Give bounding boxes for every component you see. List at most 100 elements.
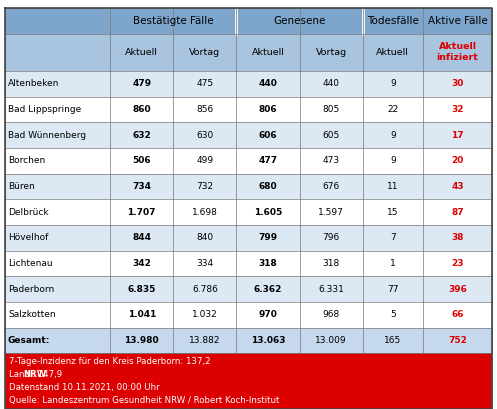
Text: 6.835: 6.835 <box>128 285 156 294</box>
Text: 17: 17 <box>451 130 464 139</box>
Text: 860: 860 <box>133 105 151 114</box>
Bar <box>5 302 492 328</box>
Text: Paderborn: Paderborn <box>8 285 54 294</box>
Text: 87: 87 <box>451 208 464 217</box>
Bar <box>5 353 492 409</box>
Text: 30: 30 <box>451 79 464 88</box>
Text: 440: 440 <box>323 79 339 88</box>
Text: : 147,9: : 147,9 <box>32 370 62 379</box>
Text: Altenbeken: Altenbeken <box>8 79 59 88</box>
Text: 318: 318 <box>323 259 340 268</box>
Text: 1.597: 1.597 <box>318 208 344 217</box>
Text: NRW: NRW <box>23 370 47 379</box>
Text: Datenstand 10.11.2021, 00:00 Uhr: Datenstand 10.11.2021, 00:00 Uhr <box>9 383 160 392</box>
Text: 732: 732 <box>196 182 214 191</box>
Bar <box>5 328 492 353</box>
Text: 806: 806 <box>259 105 277 114</box>
Bar <box>5 34 492 71</box>
Text: 630: 630 <box>196 130 214 139</box>
Text: Aktuell: Aktuell <box>251 48 284 57</box>
Text: Salzkotten: Salzkotten <box>8 310 56 319</box>
Text: 752: 752 <box>448 336 467 345</box>
Text: 7-Tage-Inzidenz für den Kreis Paderborn: 137,2: 7-Tage-Inzidenz für den Kreis Paderborn:… <box>9 357 211 366</box>
Text: 440: 440 <box>258 79 277 88</box>
Bar <box>5 251 492 276</box>
Text: 1: 1 <box>390 259 396 268</box>
Text: 479: 479 <box>132 79 151 88</box>
Text: Borchen: Borchen <box>8 156 45 165</box>
Bar <box>5 225 492 251</box>
Bar <box>5 148 492 174</box>
Text: 13.882: 13.882 <box>189 336 221 345</box>
Text: 38: 38 <box>451 233 464 242</box>
Text: Land: Land <box>9 370 33 379</box>
Text: 475: 475 <box>196 79 214 88</box>
Text: 334: 334 <box>196 259 214 268</box>
Text: Aktuell
infiziert: Aktuell infiziert <box>436 43 479 63</box>
Text: 473: 473 <box>323 156 340 165</box>
Text: Aktuell: Aktuell <box>376 48 409 57</box>
Text: 632: 632 <box>132 130 151 139</box>
Text: 66: 66 <box>451 310 464 319</box>
Text: Aktive Fälle: Aktive Fälle <box>427 16 488 26</box>
Text: 970: 970 <box>258 310 277 319</box>
Text: Lichtenau: Lichtenau <box>8 259 53 268</box>
Bar <box>5 8 492 34</box>
Text: 506: 506 <box>133 156 151 165</box>
Text: 165: 165 <box>384 336 402 345</box>
Text: 9: 9 <box>390 130 396 139</box>
Text: Büren: Büren <box>8 182 35 191</box>
Text: 605: 605 <box>323 130 340 139</box>
Text: 77: 77 <box>387 285 399 294</box>
Text: 856: 856 <box>196 105 214 114</box>
Text: Todesfälle: Todesfälle <box>367 16 419 26</box>
Text: 5: 5 <box>390 310 396 319</box>
Text: 7: 7 <box>390 233 396 242</box>
Text: Aktuell: Aktuell <box>125 48 158 57</box>
Text: 799: 799 <box>258 233 278 242</box>
Text: 20: 20 <box>451 156 464 165</box>
Bar <box>5 97 492 122</box>
Bar <box>5 122 492 148</box>
Text: 1.698: 1.698 <box>192 208 218 217</box>
Text: 844: 844 <box>132 233 151 242</box>
Bar <box>5 71 492 97</box>
Text: 796: 796 <box>323 233 340 242</box>
Text: 6.331: 6.331 <box>318 285 344 294</box>
Text: 606: 606 <box>259 130 277 139</box>
Text: 11: 11 <box>387 182 399 191</box>
Text: 734: 734 <box>132 182 151 191</box>
Bar <box>5 174 492 199</box>
Text: Bestätigte Fälle: Bestätigte Fälle <box>133 16 214 26</box>
Text: 22: 22 <box>387 105 399 114</box>
Text: Bad Lippspringe: Bad Lippspringe <box>8 105 81 114</box>
Text: 342: 342 <box>132 259 151 268</box>
Text: 968: 968 <box>323 310 340 319</box>
Text: 6.362: 6.362 <box>254 285 282 294</box>
Text: 1.041: 1.041 <box>128 310 156 319</box>
Text: 23: 23 <box>451 259 464 268</box>
Text: 13.063: 13.063 <box>251 336 285 345</box>
Text: Hövelhof: Hövelhof <box>8 233 48 242</box>
Text: 9: 9 <box>390 79 396 88</box>
Text: Gesamt:: Gesamt: <box>8 336 50 345</box>
Text: 396: 396 <box>448 285 467 294</box>
Bar <box>5 199 492 225</box>
Text: Quelle: Landeszentrum Gesundheit NRW / Robert Koch-Institut: Quelle: Landeszentrum Gesundheit NRW / R… <box>9 396 279 405</box>
Text: 1.605: 1.605 <box>254 208 282 217</box>
Text: 318: 318 <box>258 259 277 268</box>
Text: 805: 805 <box>323 105 340 114</box>
Text: Bad Wünnenberg: Bad Wünnenberg <box>8 130 86 139</box>
Text: 680: 680 <box>259 182 277 191</box>
Text: 676: 676 <box>323 182 340 191</box>
Text: 1.707: 1.707 <box>128 208 156 217</box>
Text: 43: 43 <box>451 182 464 191</box>
Bar <box>5 276 492 302</box>
Text: 15: 15 <box>387 208 399 217</box>
Text: 13.980: 13.980 <box>124 336 159 345</box>
Text: 477: 477 <box>258 156 278 165</box>
Text: Delbrück: Delbrück <box>8 208 49 217</box>
Text: 9: 9 <box>390 156 396 165</box>
Text: 1.032: 1.032 <box>192 310 218 319</box>
Text: 6.786: 6.786 <box>192 285 218 294</box>
